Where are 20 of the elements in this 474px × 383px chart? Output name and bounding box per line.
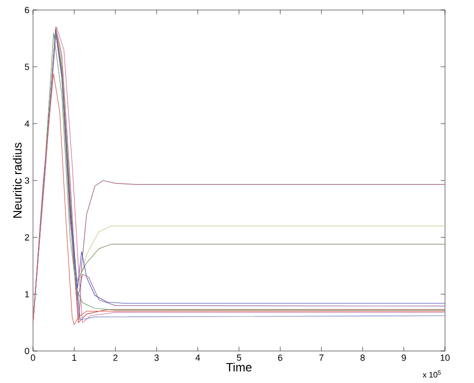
x-tick-label: 8 xyxy=(360,354,365,361)
x-tick-label: 6 xyxy=(278,354,282,361)
x-tick-label: 0 xyxy=(30,354,36,361)
y-tick-label: 5 xyxy=(24,64,30,70)
x-tick-label: 2 xyxy=(113,354,118,361)
y-tick-label: 3 xyxy=(24,177,30,184)
x-tick-label: 5 xyxy=(236,354,242,361)
x-tick-label: 3 xyxy=(154,354,159,361)
x-axis-title: Time xyxy=(226,362,252,372)
y-tick-label: 6 xyxy=(24,6,30,14)
x-tick-label: 7 xyxy=(319,354,324,361)
x-tick-label: 10 xyxy=(440,354,450,361)
y-tick-label: 2 xyxy=(24,234,30,240)
x-tick-label: 4 xyxy=(196,354,200,361)
y-tick-label: 0 xyxy=(24,348,30,354)
y-tick-label: 4 xyxy=(24,120,30,127)
x-tick-label: 1 xyxy=(72,354,76,361)
y-axis-title: Neuritic radius xyxy=(12,142,22,218)
x-tick-label: 9 xyxy=(402,354,406,361)
y-tick-label: 1 xyxy=(25,291,30,298)
